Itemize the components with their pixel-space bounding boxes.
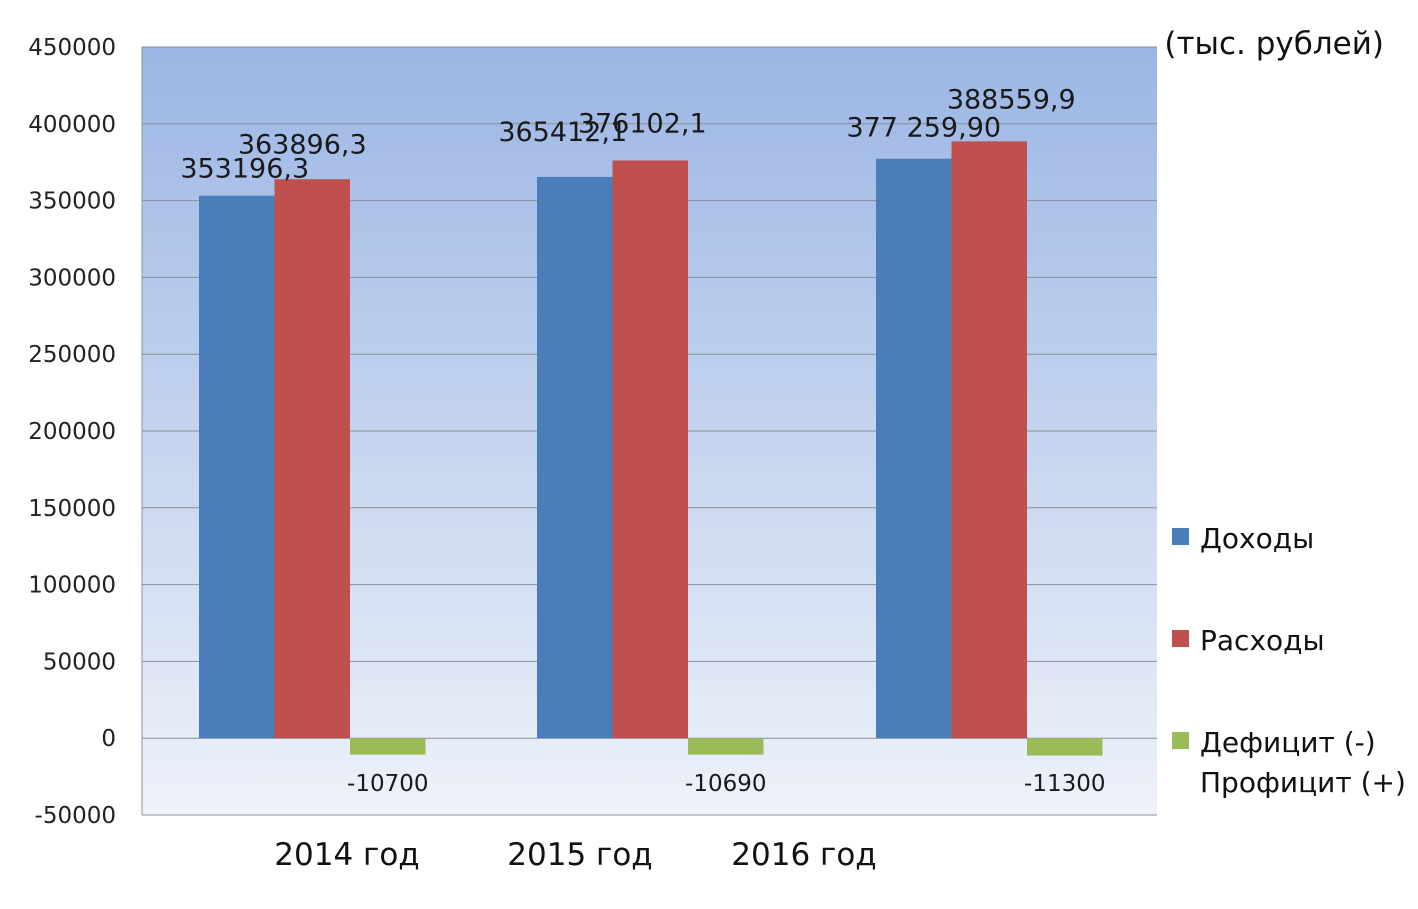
bar: [1027, 738, 1103, 756]
bar: [537, 176, 613, 739]
bar: [199, 195, 275, 739]
unit-label: (тыс. рублей): [1164, 26, 1384, 62]
bar: [612, 160, 688, 739]
y-tick-label: 100000: [28, 573, 116, 599]
x-tick-label: 2014 год: [274, 837, 419, 873]
x-tick-label: 2015 год: [507, 837, 652, 873]
y-tick-label: -50000: [35, 803, 116, 829]
bar: [876, 158, 952, 739]
data-label: 388559,9: [947, 84, 1076, 115]
y-tick-label: 250000: [28, 342, 116, 368]
data-label: 365412,1: [498, 117, 627, 148]
y-tick-label: 350000: [28, 189, 116, 215]
x-axis: 2014 год 2015 год 2016 год: [274, 837, 876, 873]
data-labels: 353196,3 365412,1 377 259,90 363896,3 376102…: [180, 84, 1105, 797]
data-label: -10700: [347, 771, 428, 797]
legend-label: Дефицит (-): [1200, 726, 1376, 759]
y-tick-label: 300000: [28, 265, 116, 291]
data-label: 377 259,90: [846, 113, 1001, 144]
data-label: 363896,3: [238, 129, 367, 160]
y-tick-label: 0: [101, 726, 116, 752]
y-axis: 450000 400000 350000 300000 250000 200000 1500…: [28, 35, 143, 829]
bars: [199, 141, 1103, 756]
bar: [951, 141, 1027, 739]
y-tick-label: 450000: [28, 35, 116, 61]
legend: Доходы Расходы Дефицит (-) Профицит (+): [1172, 522, 1406, 799]
y-tick-label: 150000: [28, 496, 116, 522]
legend-label: Расходы: [1200, 624, 1325, 657]
legend-swatch: [1172, 528, 1189, 545]
bar: [350, 738, 426, 755]
x-tick-label: 2016 год: [731, 837, 876, 873]
legend-label: Профицит (+): [1200, 766, 1406, 799]
legend-swatch: [1172, 732, 1189, 749]
legend-swatch: [1172, 630, 1189, 647]
y-tick-label: 200000: [28, 419, 116, 445]
data-label: 353196,3: [180, 154, 309, 185]
bar: [688, 738, 764, 755]
data-label: -10690: [685, 771, 766, 797]
data-label: -11300: [1024, 771, 1105, 797]
data-label: 376102,1: [578, 109, 707, 140]
bar: [274, 179, 350, 739]
y-tick-label: 50000: [43, 649, 116, 675]
legend-label: Доходы: [1200, 522, 1314, 555]
y-tick-label: 400000: [28, 112, 116, 138]
